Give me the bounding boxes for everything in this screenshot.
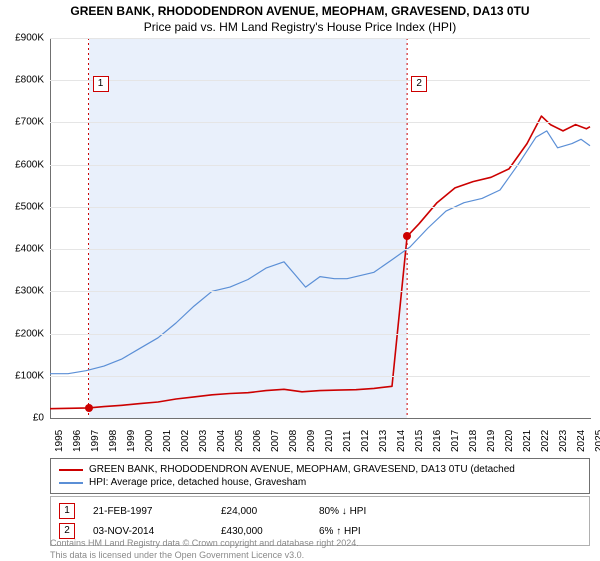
gridline-h bbox=[50, 122, 590, 123]
y-tick-label: £800K bbox=[15, 75, 44, 86]
x-tick-label: 2007 bbox=[270, 430, 281, 452]
x-tick-label: 2001 bbox=[162, 430, 173, 452]
event-row-badge: 2 bbox=[59, 523, 75, 539]
legend-swatch bbox=[59, 469, 83, 471]
x-tick-label: 2020 bbox=[504, 430, 515, 452]
gridline-h bbox=[50, 38, 590, 39]
event-row-date: 21-FEB-1997 bbox=[93, 506, 203, 517]
event-row-price: £24,000 bbox=[221, 506, 301, 517]
y-tick-label: £600K bbox=[15, 159, 44, 170]
y-tick-label: £700K bbox=[15, 117, 44, 128]
x-tick-label: 2011 bbox=[342, 430, 353, 452]
x-tick-label: 2025 bbox=[594, 430, 600, 452]
y-tick-label: £500K bbox=[15, 201, 44, 212]
license-line: This data is licensed under the Open Gov… bbox=[50, 550, 590, 561]
event-row-price: £430,000 bbox=[221, 526, 301, 537]
x-tick-label: 2023 bbox=[558, 430, 569, 452]
gridline-h bbox=[50, 207, 590, 208]
legend-box: GREEN BANK, RHODODENDRON AVENUE, MEOPHAM… bbox=[50, 458, 590, 494]
x-tick-label: 1997 bbox=[90, 430, 101, 452]
x-tick-label: 2024 bbox=[576, 430, 587, 452]
gridline-h bbox=[50, 80, 590, 81]
chart-plot-area: £0£100K£200K£300K£400K£500K£600K£700K£80… bbox=[50, 38, 590, 418]
license-line: Contains HM Land Registry data © Crown c… bbox=[50, 538, 590, 550]
y-tick-label: £300K bbox=[15, 286, 44, 297]
event-row-date: 03-NOV-2014 bbox=[93, 526, 203, 537]
x-tick-label: 2022 bbox=[540, 430, 551, 452]
event-marker-1 bbox=[85, 404, 93, 412]
chart-title-1: GREEN BANK, RHODODENDRON AVENUE, MEOPHAM… bbox=[0, 0, 600, 18]
x-tick-label: 1998 bbox=[108, 430, 119, 452]
x-tick-label: 2012 bbox=[360, 430, 371, 452]
x-tick-label: 2002 bbox=[180, 430, 191, 452]
legend-row: GREEN BANK, RHODODENDRON AVENUE, MEOPHAM… bbox=[59, 463, 581, 476]
gridline-h bbox=[50, 376, 590, 377]
event-row-badge: 1 bbox=[59, 503, 75, 519]
x-tick-label: 2017 bbox=[450, 430, 461, 452]
chart-title-2: Price paid vs. HM Land Registry's House … bbox=[0, 18, 600, 38]
gridline-h bbox=[50, 334, 590, 335]
event-row-delta: 80% ↓ HPI bbox=[319, 506, 366, 517]
event-marker-2 bbox=[403, 232, 411, 240]
x-tick-label: 2009 bbox=[306, 430, 317, 452]
x-tick-label: 1999 bbox=[126, 430, 137, 452]
x-tick-label: 2004 bbox=[216, 430, 227, 452]
x-tick-label: 2014 bbox=[396, 430, 407, 452]
license-text: Contains HM Land Registry data © Crown c… bbox=[50, 538, 590, 561]
x-tick-label: 2005 bbox=[234, 430, 245, 452]
series-hpi bbox=[50, 131, 590, 374]
legend-swatch bbox=[59, 482, 83, 484]
x-tick-label: 2021 bbox=[522, 430, 533, 452]
x-tick-label: 2019 bbox=[486, 430, 497, 452]
y-tick-label: £0 bbox=[33, 413, 44, 424]
series-property bbox=[50, 116, 590, 409]
legend-label: GREEN BANK, RHODODENDRON AVENUE, MEOPHAM… bbox=[89, 464, 515, 475]
y-tick-label: £400K bbox=[15, 244, 44, 255]
x-tick-label: 2003 bbox=[198, 430, 209, 452]
legend-label: HPI: Average price, detached house, Grav… bbox=[89, 477, 306, 488]
event-row-1: 1 21-FEB-1997 £24,000 80% ↓ HPI bbox=[59, 501, 581, 521]
x-tick-label: 2018 bbox=[468, 430, 479, 452]
x-tick-label: 2015 bbox=[414, 430, 425, 452]
gridline-h bbox=[50, 291, 590, 292]
x-tick-label: 2000 bbox=[144, 430, 155, 452]
x-tick-label: 1995 bbox=[54, 430, 65, 452]
legend-row: HPI: Average price, detached house, Grav… bbox=[59, 476, 581, 489]
x-tick-label: 1996 bbox=[72, 430, 83, 452]
event-row-delta: 6% ↑ HPI bbox=[319, 526, 361, 537]
x-tick-label: 2006 bbox=[252, 430, 263, 452]
event-badge-2: 2 bbox=[411, 76, 427, 92]
gridline-h bbox=[50, 165, 590, 166]
chart-lines-svg bbox=[50, 38, 590, 418]
y-tick-label: £100K bbox=[15, 370, 44, 381]
event-badge-1: 1 bbox=[93, 76, 109, 92]
x-tick-label: 2013 bbox=[378, 430, 389, 452]
y-tick-label: £200K bbox=[15, 328, 44, 339]
y-tick-label: £900K bbox=[15, 33, 44, 44]
gridline-h bbox=[50, 249, 590, 250]
x-tick-label: 2010 bbox=[324, 430, 335, 452]
x-tick-label: 2008 bbox=[288, 430, 299, 452]
x-tick-label: 2016 bbox=[432, 430, 443, 452]
